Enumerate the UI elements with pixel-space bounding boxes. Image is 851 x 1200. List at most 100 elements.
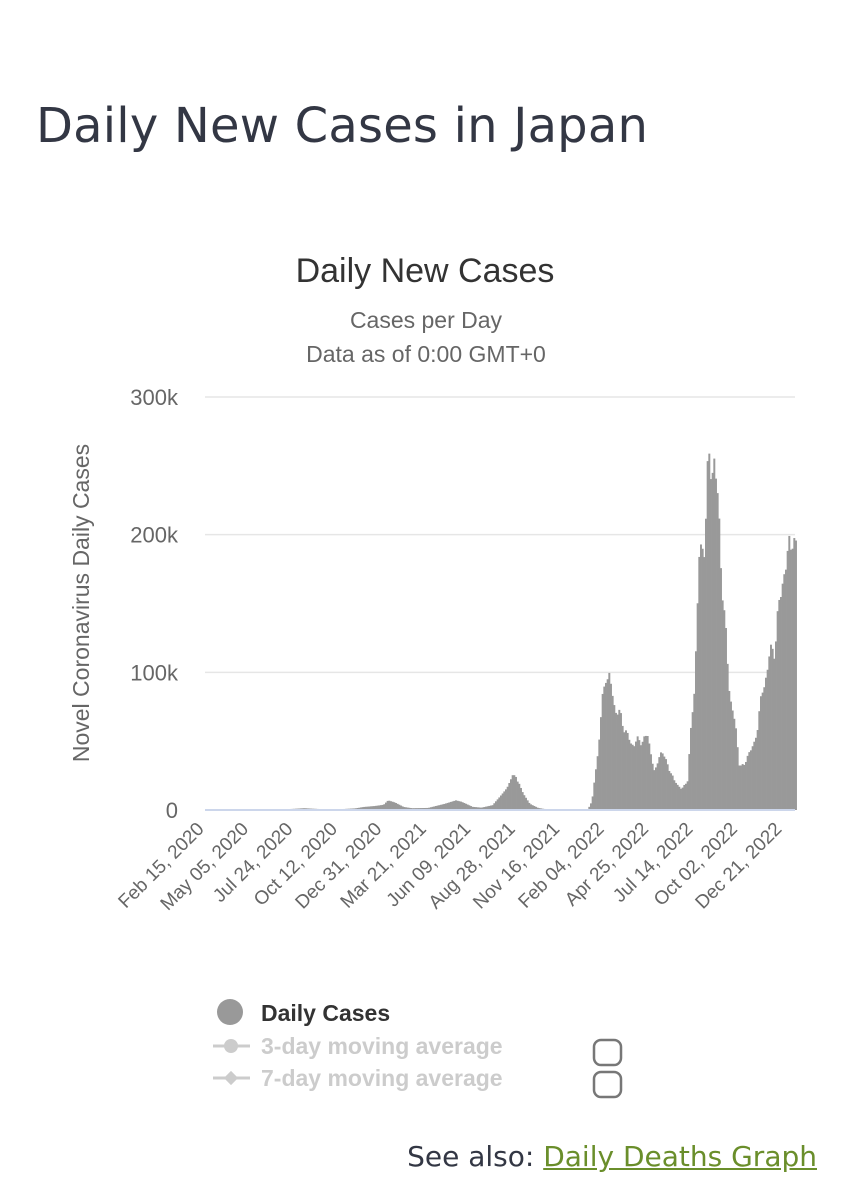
bar [795, 540, 797, 810]
bar [380, 805, 382, 810]
bar [480, 807, 482, 810]
bar [436, 805, 439, 810]
bar [791, 548, 794, 810]
bar [375, 805, 377, 810]
bar [638, 740, 641, 810]
bar [726, 663, 729, 810]
bar [470, 806, 472, 810]
y-tick-label: 200k [130, 523, 179, 548]
bar [716, 493, 719, 810]
bar [478, 807, 481, 810]
bar [683, 784, 686, 810]
bar [790, 549, 792, 810]
daily-deaths-graph-link[interactable]: Daily Deaths Graph [543, 1140, 817, 1173]
bar [535, 806, 537, 810]
bar [533, 806, 536, 810]
bar [621, 725, 624, 810]
bar [753, 741, 756, 810]
bar [521, 792, 524, 810]
bar [675, 782, 677, 810]
bar [441, 804, 444, 810]
bar [646, 736, 649, 810]
bar [645, 735, 647, 810]
bar [520, 787, 522, 810]
bar [390, 801, 392, 810]
bar [668, 770, 671, 810]
bar [366, 806, 369, 810]
bar [378, 805, 381, 810]
bar [676, 784, 679, 810]
y-axis-title: Novel Coronavirus Daily Cases [68, 444, 94, 762]
legend-marker-daily-cases [217, 999, 243, 1025]
bar [735, 728, 737, 810]
bar [746, 755, 749, 810]
bar [656, 763, 659, 810]
bar [710, 479, 712, 810]
bar [741, 764, 744, 810]
bar [748, 752, 751, 810]
y-axis-tick-labels: 0 100k 200k 300k [130, 385, 179, 823]
bar [766, 669, 769, 810]
bar [720, 568, 722, 810]
bar [681, 787, 684, 810]
bar [493, 803, 496, 810]
bar [685, 783, 687, 810]
bar [593, 782, 596, 810]
bar [785, 569, 787, 810]
bar [370, 806, 372, 810]
bar [450, 801, 452, 810]
bar [531, 805, 534, 810]
bar [453, 800, 456, 810]
bar [505, 789, 507, 810]
bar [653, 770, 656, 810]
chart-subtitle-cases-per-day: Cases per Day [350, 307, 503, 333]
bar [655, 767, 657, 810]
bar [745, 761, 747, 810]
legend-item-7-day-moving-average[interactable]: 7-day moving average [213, 1065, 503, 1091]
legend-item-3-day-moving-average[interactable]: 3-day moving average [213, 1033, 503, 1059]
bar [715, 478, 717, 810]
bar [473, 806, 476, 810]
bar [496, 799, 499, 810]
bar [373, 806, 376, 810]
bar [598, 739, 601, 810]
bar [443, 803, 446, 810]
legend-marker-3-day [224, 1039, 238, 1053]
bar [475, 807, 477, 810]
bar [488, 805, 491, 810]
bar [463, 803, 466, 810]
bar [498, 797, 501, 810]
bar [501, 793, 504, 810]
bar [528, 802, 531, 810]
bar [658, 757, 661, 810]
bar [660, 752, 662, 810]
bar [503, 791, 506, 810]
bar [460, 801, 462, 810]
bar [385, 802, 387, 810]
bar [600, 717, 602, 810]
bar [596, 756, 599, 810]
toggle-checkbox-7-day[interactable] [592, 1070, 623, 1099]
bar [711, 472, 714, 810]
bar [440, 804, 442, 810]
bar [618, 709, 621, 810]
bar [526, 800, 529, 810]
toggle-checkbox-3-day[interactable] [592, 1038, 623, 1067]
bar [615, 712, 617, 810]
bar [491, 805, 494, 810]
bar [388, 800, 391, 810]
chart-subtitle-data-as-of: Data as of 0:00 GMT+0 [306, 341, 546, 367]
legend-item-daily-cases[interactable]: Daily Cases [217, 999, 390, 1026]
bar [706, 461, 709, 810]
bar [601, 693, 604, 810]
bar [678, 786, 681, 810]
bar-series-daily-cases [205, 453, 797, 810]
bar [628, 739, 631, 810]
bar [513, 775, 516, 810]
bar [781, 583, 784, 810]
see-also-prefix: See also: [407, 1140, 544, 1173]
chart-legend: Daily Cases 3-day moving average 7-day m… [213, 999, 623, 1099]
page-title: Daily New Cases in Japan [36, 98, 649, 154]
bar [671, 775, 674, 810]
chart-title: Daily New Cases [296, 252, 555, 290]
